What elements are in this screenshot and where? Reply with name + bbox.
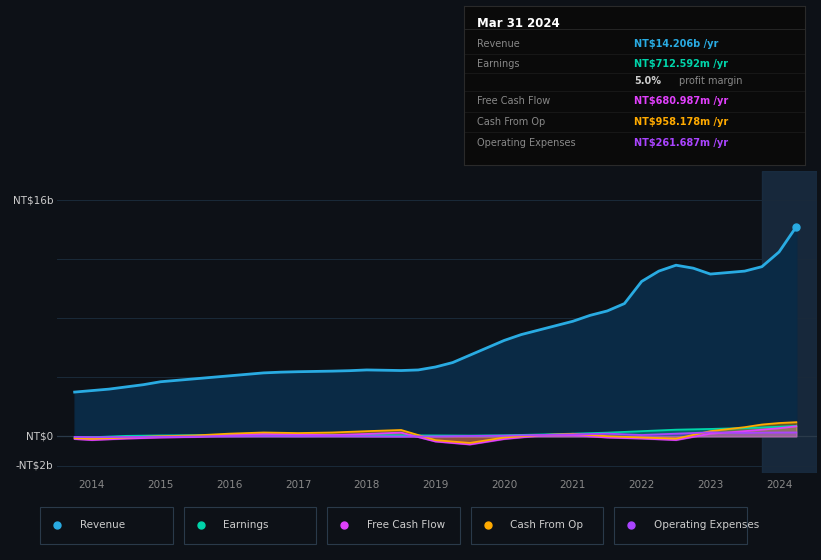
Text: 2017: 2017 xyxy=(285,480,311,490)
Text: Cash From Op: Cash From Op xyxy=(478,117,546,127)
Text: Operating Expenses: Operating Expenses xyxy=(478,138,576,148)
Text: 2018: 2018 xyxy=(354,480,380,490)
Text: NT$680.987m /yr: NT$680.987m /yr xyxy=(635,96,728,106)
Text: 2016: 2016 xyxy=(216,480,242,490)
Text: 2019: 2019 xyxy=(422,480,448,490)
Text: Earnings: Earnings xyxy=(223,520,268,530)
Text: NT$14.206b /yr: NT$14.206b /yr xyxy=(635,39,718,49)
Text: 2015: 2015 xyxy=(148,480,174,490)
Text: Operating Expenses: Operating Expenses xyxy=(654,520,759,530)
Text: NT$16b: NT$16b xyxy=(13,195,53,206)
Text: 2022: 2022 xyxy=(628,480,655,490)
Text: Revenue: Revenue xyxy=(478,39,521,49)
Text: NT$958.178m /yr: NT$958.178m /yr xyxy=(635,117,728,127)
Text: Mar 31 2024: Mar 31 2024 xyxy=(478,17,560,30)
Text: -NT$2b: -NT$2b xyxy=(16,461,53,471)
Text: 2023: 2023 xyxy=(697,480,723,490)
Text: profit margin: profit margin xyxy=(678,76,742,86)
Text: NT$261.687m /yr: NT$261.687m /yr xyxy=(635,138,728,148)
Text: 2014: 2014 xyxy=(79,480,105,490)
Bar xyxy=(762,171,817,473)
Text: Earnings: Earnings xyxy=(478,59,520,69)
Text: Free Cash Flow: Free Cash Flow xyxy=(367,520,445,530)
Text: 2021: 2021 xyxy=(560,480,586,490)
Text: Free Cash Flow: Free Cash Flow xyxy=(478,96,551,106)
Text: 2020: 2020 xyxy=(491,480,517,490)
Text: NT$712.592m /yr: NT$712.592m /yr xyxy=(635,59,728,69)
Text: NT$0: NT$0 xyxy=(26,431,53,441)
Text: 2024: 2024 xyxy=(766,480,792,490)
Text: 5.0%: 5.0% xyxy=(635,76,661,86)
Text: Cash From Op: Cash From Op xyxy=(510,520,583,530)
Text: Revenue: Revenue xyxy=(80,520,125,530)
